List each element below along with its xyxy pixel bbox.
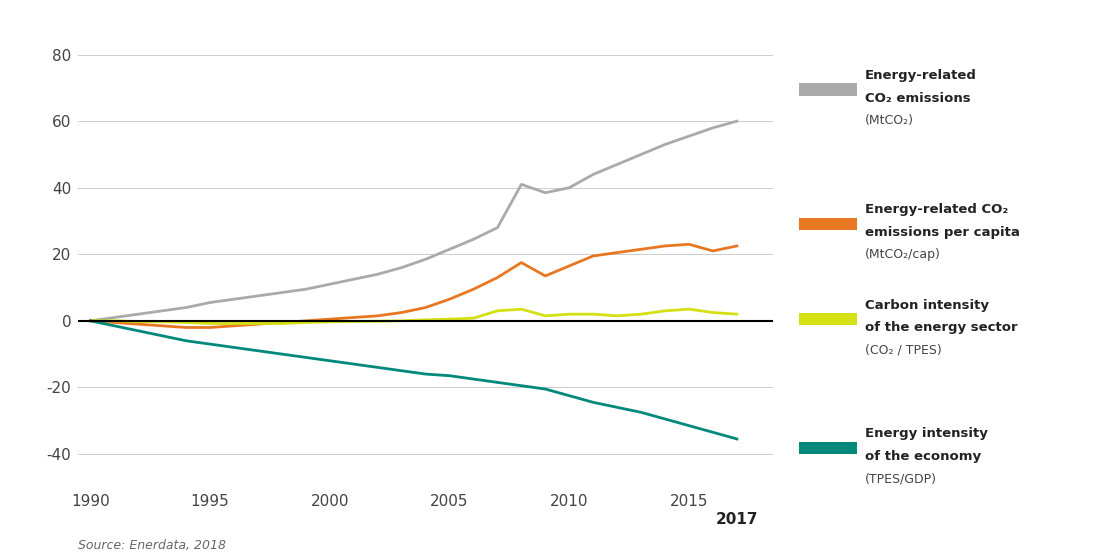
Text: (CO₂ / TPES): (CO₂ / TPES) <box>865 343 942 357</box>
Text: of the economy: of the economy <box>865 450 981 463</box>
Text: of the energy sector: of the energy sector <box>865 321 1017 334</box>
Text: CO₂ emissions: CO₂ emissions <box>865 91 970 105</box>
Text: 2017: 2017 <box>716 512 758 527</box>
Text: (MtCO₂/cap): (MtCO₂/cap) <box>865 248 941 262</box>
Text: Source: Enerdata, 2018: Source: Enerdata, 2018 <box>78 539 226 552</box>
Text: (MtCO₂): (MtCO₂) <box>865 114 914 127</box>
Text: Carbon intensity: Carbon intensity <box>865 298 989 312</box>
Text: Energy-related: Energy-related <box>865 69 977 82</box>
Text: Energy-related CO₂: Energy-related CO₂ <box>865 203 1008 217</box>
Text: (TPES/GDP): (TPES/GDP) <box>865 472 936 486</box>
Text: Energy intensity: Energy intensity <box>865 427 988 441</box>
Text: emissions per capita: emissions per capita <box>865 226 1019 239</box>
